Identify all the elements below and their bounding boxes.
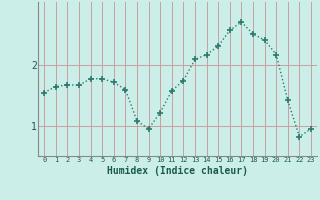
X-axis label: Humidex (Indice chaleur): Humidex (Indice chaleur) <box>107 166 248 176</box>
